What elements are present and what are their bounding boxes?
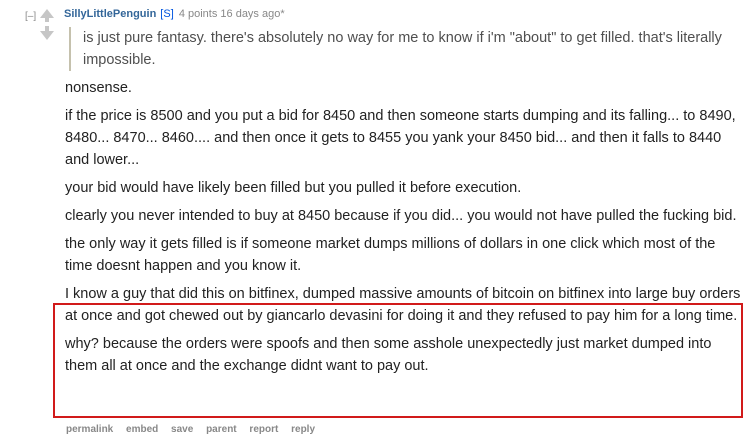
collapse-toggle[interactable]: [–] [25, 11, 37, 22]
comment-paragraph: your bid would have likely been filled b… [65, 180, 522, 196]
downvote-arrow-icon[interactable] [40, 26, 54, 40]
comment-body: is just pure fantasy. there's absolutely… [65, 27, 745, 383]
comment-paragraph: nonsense. [65, 80, 132, 96]
comment-paragraph: I know a guy that did this on bitfinex, … [65, 286, 741, 324]
report-button[interactable]: report [249, 424, 279, 435]
submitter-tag[interactable]: [S] [160, 8, 174, 20]
comment-paragraph: the only way it gets filled is if someon… [65, 236, 716, 274]
comment-tagline: SillyLittlePenguin [S] 4 points 16 days a… [64, 8, 285, 20]
upvote-arrow-icon[interactable] [40, 9, 54, 22]
timestamp: 16 days ago* [220, 8, 285, 20]
comment-paragraph: clearly you never intended to buy at 845… [65, 208, 737, 224]
comment-paragraph: if the price is 8500 and you put a bid f… [65, 108, 736, 168]
blockquote: is just pure fantasy. there's absolutely… [69, 27, 733, 71]
highlight-box [53, 303, 743, 418]
save-button[interactable]: save [171, 424, 194, 435]
score: 4 points [178, 8, 218, 20]
parent-button[interactable]: parent [206, 424, 237, 435]
author-link[interactable]: SillyLittlePenguin [64, 8, 157, 20]
permalink-button[interactable]: permalink [66, 424, 114, 435]
reply-button[interactable]: reply [291, 424, 316, 435]
comment-buttons: permalink embed save parent report reply [66, 424, 325, 435]
embed-button[interactable]: embed [126, 424, 159, 435]
comment-paragraph: why? because the orders were spoofs and … [65, 336, 712, 374]
